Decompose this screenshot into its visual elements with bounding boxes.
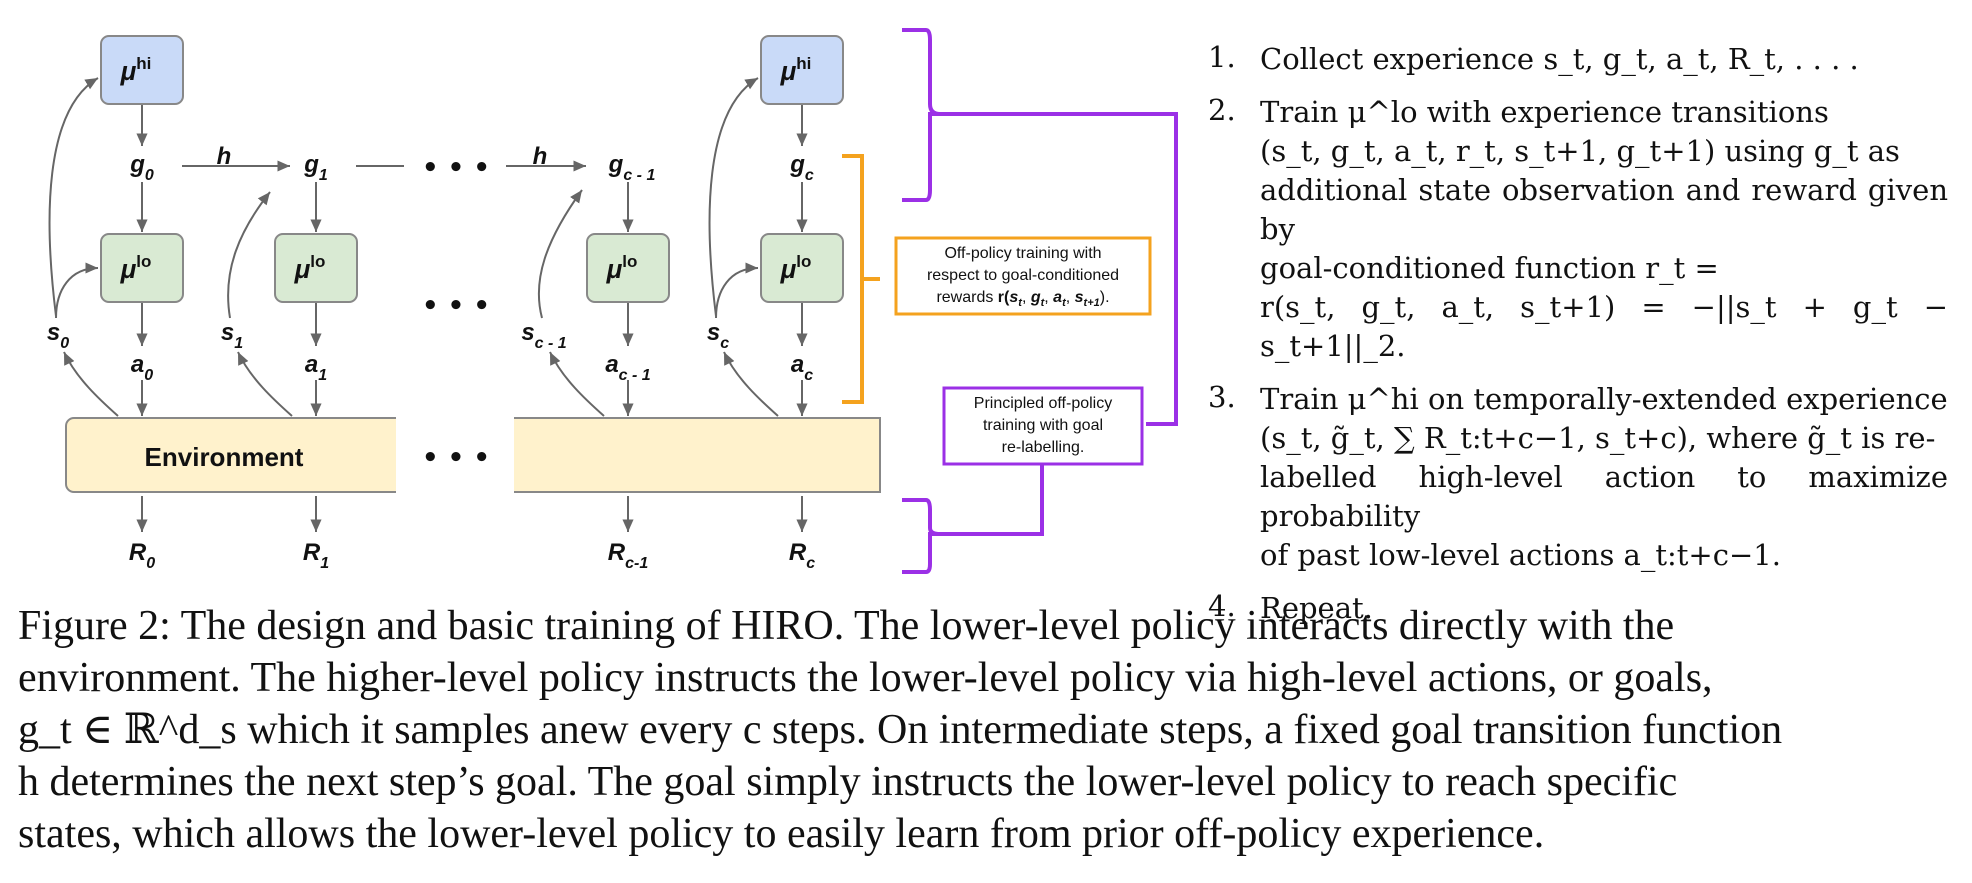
svg-text:μhi: μhi	[780, 54, 812, 86]
policy-box-mu_lo_1: μlo	[274, 233, 358, 303]
label-gc1: gc - 1	[608, 151, 656, 184]
label-R1: R1	[303, 539, 329, 572]
policy-box-mu_lo_0: μlo	[100, 233, 184, 303]
relabel-line-1: Principled off-policy	[974, 395, 1112, 412]
svg-text:μlo: μlo	[294, 252, 326, 284]
label-Rc1: Rc-1	[608, 539, 649, 572]
step-4: 4. Repeat.	[1208, 589, 1373, 625]
svg-text:μlo: μlo	[780, 252, 812, 284]
offpolicy-line-3: rewards r(st, gt, at, st+1).	[936, 289, 1109, 309]
relabel-line-2: training with goal	[983, 417, 1103, 434]
label-g1: g1	[303, 151, 328, 184]
offpolicy-box	[894, 236, 1152, 316]
offpolicy-line-2: respect to goal-conditioned	[927, 267, 1119, 284]
svg-text:μlo: μlo	[120, 252, 152, 284]
label-a1: a1	[305, 351, 327, 384]
policy-box-mu_lo_c1: μlo	[586, 233, 670, 303]
hiro-diagram: μhi μhi μlo μlo μlo μlo Environment g0 g1 gc - …	[47, 28, 1178, 574]
step-2: 2. Train μ^lo with experience transition…	[1208, 93, 1948, 363]
label-ac1: ac - 1	[605, 351, 650, 384]
label-s1: s1	[221, 319, 243, 352]
environment-bar-right	[507, 417, 881, 493]
ellipsis-environment: • • •	[422, 443, 490, 473]
svg-text:μhi: μhi	[120, 54, 152, 86]
ellipsis-middle: • • •	[422, 291, 490, 321]
label-sc1: sc - 1	[521, 319, 566, 352]
svg-text:μlo: μlo	[606, 252, 638, 284]
label-g0: g0	[129, 151, 154, 184]
figure-caption: Figure 2: The design and basic training …	[18, 603, 1783, 857]
policy-boxes: μhi μhi μlo μlo μlo μlo	[100, 35, 844, 303]
h-label-1: h	[217, 143, 232, 170]
relabel-line-3: re-labelling.	[1002, 439, 1085, 456]
training-steps: 1. Collect experience s_t, g_t, a_t, R_t…	[1208, 40, 1948, 642]
label-gc: gc	[789, 151, 814, 184]
step-1: 1. Collect experience s_t, g_t, a_t, R_t…	[1208, 40, 1859, 76]
relabel-box	[942, 386, 1144, 466]
label-a0: a0	[131, 351, 153, 384]
ellipsis-top: • • •	[422, 153, 490, 183]
orange-bracket	[842, 154, 880, 404]
h-label-2: h	[533, 143, 548, 170]
environment-label: Environment	[145, 442, 304, 472]
purple-bracket-bottom	[902, 464, 1044, 574]
node-labels: g0 g1 gc - 1 gc s0 s1 sc - 1 sc a0 a1 ac - 1 ac R0 R1…	[47, 151, 815, 572]
policy-box-mu_hi_c: μhi	[760, 35, 844, 105]
diagram-arrows	[48, 77, 808, 532]
purple-bracket-top	[902, 28, 1178, 426]
policy-box-mu_hi_0: μhi	[100, 35, 184, 105]
label-R0: R0	[129, 539, 155, 572]
label-Rc: Rc	[789, 539, 815, 572]
offpolicy-line-1: Off-policy training with	[944, 245, 1101, 262]
label-ac: ac	[791, 351, 813, 384]
policy-box-mu_lo_c: μlo	[760, 233, 844, 303]
step-3: 3. Train μ^hi on temporally-extended exp…	[1208, 380, 1948, 572]
label-sc: sc	[707, 319, 729, 352]
label-s0: s0	[47, 319, 69, 352]
